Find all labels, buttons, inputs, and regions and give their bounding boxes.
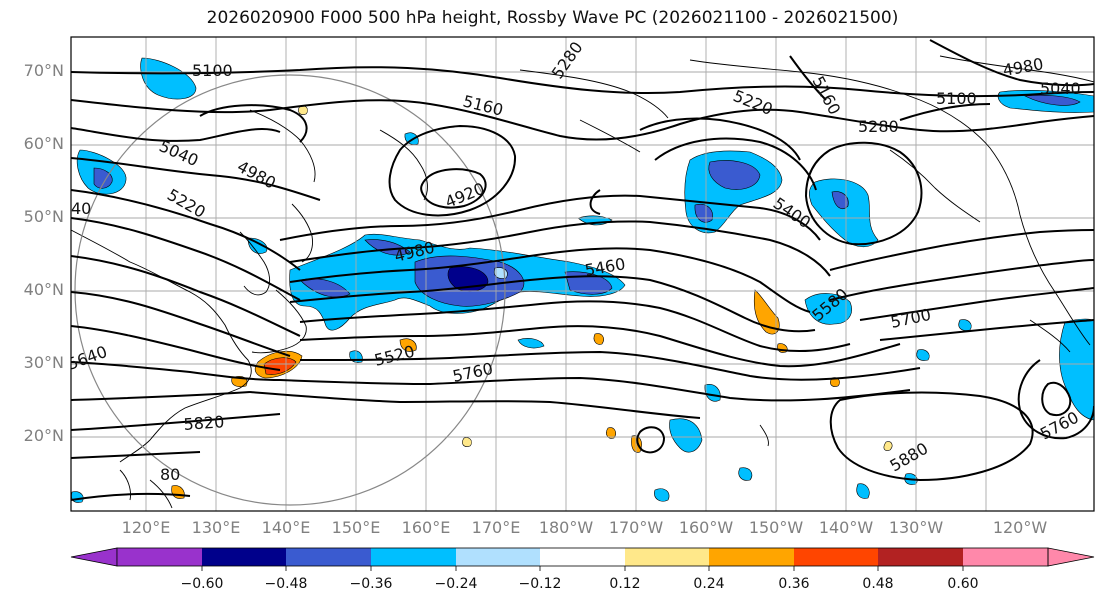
colorbar-segment	[371, 548, 456, 566]
lat-label: 50°N	[23, 207, 64, 226]
lon-label: 160°E	[401, 518, 451, 537]
lat-label: 70°N	[23, 61, 64, 80]
contour-label: 80	[160, 465, 180, 484]
lon-label: 140°W	[818, 518, 874, 537]
lat-label: 40°N	[23, 280, 64, 299]
colorbar-tick-label: −0.12	[518, 576, 562, 592]
lon-label: 150°W	[748, 518, 804, 537]
lon-label: 140°E	[261, 518, 311, 537]
colorbar-tick-label: −0.60	[180, 576, 224, 592]
reference-circle	[74, 74, 506, 506]
contour-label: 40	[71, 199, 91, 218]
lon-label: 160°W	[678, 518, 734, 537]
lon-label: 170°E	[471, 518, 521, 537]
colorbar-segment	[709, 548, 794, 566]
lon-label: 130°E	[191, 518, 241, 537]
lon-label: 170°W	[608, 518, 664, 537]
contour-label: 5100	[192, 61, 233, 80]
lat-label: 60°N	[23, 134, 64, 153]
colorbar-segment	[286, 548, 371, 566]
colorbar-segment	[202, 548, 286, 566]
colorbar-tick-label: 0.24	[693, 576, 725, 592]
colorbar-tick-label: 0.60	[947, 576, 979, 592]
colorbar-ticks	[201, 566, 964, 571]
contour-label: 5280	[858, 117, 899, 136]
contour-label: 5820	[183, 412, 225, 434]
colorbar-tick-label: 0.12	[609, 576, 641, 592]
colorbar-segment	[625, 548, 709, 566]
contour-label: 5100	[936, 89, 977, 108]
colorbar-segment	[794, 548, 878, 566]
colorbar-tick-label: 0.36	[778, 576, 810, 592]
colorbar-outline	[116, 547, 1049, 567]
map-frame	[70, 36, 1095, 512]
lat-label: 30°N	[23, 353, 64, 372]
coastlines	[71, 55, 1094, 509]
lon-label: 130°W	[888, 518, 944, 537]
colorbar-segment	[963, 548, 1048, 566]
lon-label: 120°W	[992, 518, 1048, 537]
lon-label: 120°E	[121, 518, 171, 537]
colorbar-segment	[456, 548, 540, 566]
negative-anomaly-shading	[71, 57, 1094, 503]
colorbar-segment	[878, 548, 963, 566]
lon-label: 150°E	[331, 518, 381, 537]
positive-anomaly-shading	[171, 105, 893, 499]
colorbar-tick-label: −0.36	[349, 576, 393, 592]
colorbar-extend-low	[70, 547, 118, 567]
colorbar	[70, 547, 1095, 571]
contour-label: 5040	[1040, 79, 1081, 98]
lon-label: 180°W	[538, 518, 594, 537]
map-title: 2026020900 F000 500 hPa height, Rossby W…	[206, 8, 899, 28]
colorbar-tick-label: 0.48	[862, 576, 894, 592]
colorbar-extend-high	[1047, 547, 1095, 567]
colorbar-tick-label: −0.24	[434, 576, 478, 592]
colorbar-segment	[117, 548, 202, 566]
colorbar-tick-label: −0.48	[264, 576, 308, 592]
lat-label: 20°N	[23, 426, 64, 445]
colorbar-segment	[540, 548, 625, 566]
height-contours	[71, 39, 1094, 501]
